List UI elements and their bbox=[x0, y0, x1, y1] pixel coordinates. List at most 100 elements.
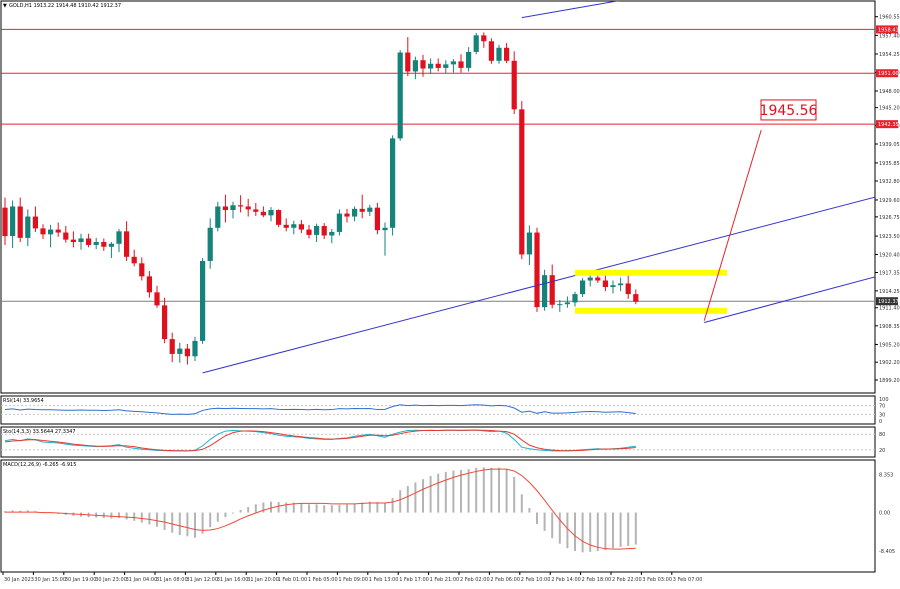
candle-body[interactable] bbox=[549, 275, 555, 305]
candle-body[interactable] bbox=[314, 226, 320, 235]
candle-body[interactable] bbox=[207, 227, 213, 261]
time-tick-label: 31 Jan 20:00 bbox=[247, 577, 279, 583]
candle-body[interactable] bbox=[329, 231, 335, 236]
candle-body[interactable] bbox=[534, 232, 540, 308]
stoch-signal-line[interactable] bbox=[4, 429, 636, 452]
candle-body[interactable] bbox=[450, 61, 456, 65]
candle-body[interactable] bbox=[306, 229, 312, 235]
candle-body[interactable] bbox=[268, 210, 274, 216]
stoch-tick-label: 80 bbox=[879, 432, 885, 438]
candle-body[interactable] bbox=[519, 109, 525, 255]
rsi-line[interactable] bbox=[4, 404, 636, 415]
candle-body[interactable] bbox=[154, 292, 160, 306]
candle-body[interactable] bbox=[473, 35, 479, 52]
candle-body[interactable] bbox=[367, 207, 373, 212]
candle-body[interactable] bbox=[63, 232, 69, 240]
candle-body[interactable] bbox=[397, 52, 403, 139]
candle-body[interactable] bbox=[222, 206, 228, 211]
candle-body[interactable] bbox=[101, 242, 107, 247]
candle-body[interactable] bbox=[283, 224, 289, 228]
candle-body[interactable] bbox=[200, 260, 206, 341]
channel-upper-line[interactable] bbox=[521, 0, 900, 19]
candle-body[interactable] bbox=[177, 348, 183, 354]
candle-body[interactable] bbox=[40, 228, 46, 235]
candle-body[interactable] bbox=[25, 216, 31, 238]
macd-signal-line[interactable] bbox=[5, 468, 636, 550]
candle-body[interactable] bbox=[169, 339, 175, 354]
candle-body[interactable] bbox=[352, 208, 358, 217]
candle-body[interactable] bbox=[390, 138, 396, 228]
target-price-box[interactable] bbox=[760, 99, 817, 121]
candle-body[interactable] bbox=[595, 277, 601, 281]
candle-body[interactable] bbox=[580, 280, 586, 295]
candle-body[interactable] bbox=[93, 242, 99, 245]
candle-body[interactable] bbox=[276, 210, 282, 225]
price-tick-label: 1902.20 bbox=[879, 360, 900, 366]
candle-body[interactable] bbox=[435, 63, 441, 68]
candle-body[interactable] bbox=[131, 256, 137, 264]
candle-body[interactable] bbox=[86, 238, 92, 245]
candle-body[interactable] bbox=[488, 41, 494, 61]
candle-body[interactable] bbox=[184, 348, 190, 357]
candle-body[interactable] bbox=[481, 35, 487, 42]
candle-body[interactable] bbox=[10, 206, 16, 237]
candle-body[interactable] bbox=[48, 229, 54, 235]
candle-body[interactable] bbox=[420, 60, 426, 69]
candle-body[interactable] bbox=[405, 52, 411, 72]
candle-body[interactable] bbox=[108, 243, 114, 247]
candle-body[interactable] bbox=[382, 227, 388, 231]
candle-body[interactable] bbox=[466, 51, 472, 68]
candle-body[interactable] bbox=[458, 61, 464, 68]
rsi-tick-label: 30 bbox=[879, 412, 885, 418]
candle-body[interactable] bbox=[496, 47, 502, 61]
candle-body[interactable] bbox=[321, 226, 327, 236]
candle-body[interactable] bbox=[633, 294, 639, 302]
candle-body[interactable] bbox=[526, 232, 532, 255]
candle-body[interactable] bbox=[443, 64, 449, 68]
candle-body[interactable] bbox=[139, 263, 145, 277]
candle-body[interactable] bbox=[504, 47, 510, 61]
channel-bottom-line[interactable] bbox=[704, 233, 900, 324]
candle-body[interactable] bbox=[146, 276, 152, 293]
candle-body[interactable] bbox=[78, 238, 84, 243]
candle-body[interactable] bbox=[428, 63, 434, 69]
candle-body[interactable] bbox=[557, 304, 563, 306]
candle-body[interactable] bbox=[298, 224, 304, 230]
candle-body[interactable] bbox=[55, 229, 61, 233]
projection-arrow-line[interactable] bbox=[703, 129, 762, 321]
candle-body[interactable] bbox=[587, 277, 593, 281]
candle-body[interactable] bbox=[238, 205, 244, 207]
candle-body[interactable] bbox=[230, 205, 236, 211]
candle-body[interactable] bbox=[625, 283, 631, 295]
candle-body[interactable] bbox=[245, 206, 251, 210]
candle-body[interactable] bbox=[359, 208, 365, 212]
candle-body[interactable] bbox=[116, 231, 122, 244]
candle-body[interactable] bbox=[215, 206, 221, 228]
candle-body[interactable] bbox=[253, 209, 259, 212]
candle-body[interactable] bbox=[192, 340, 198, 357]
candle-body[interactable] bbox=[412, 60, 418, 72]
price-tick-label: 1954.25 bbox=[879, 52, 900, 58]
candle-body[interactable] bbox=[2, 207, 8, 237]
candle-body[interactable] bbox=[124, 231, 130, 257]
candle-body[interactable] bbox=[32, 216, 38, 229]
candle-body[interactable] bbox=[70, 239, 76, 243]
candle-body[interactable] bbox=[610, 285, 616, 288]
channel-lower-line[interactable] bbox=[202, 154, 900, 374]
candle-body[interactable] bbox=[162, 305, 168, 340]
candle-body[interactable] bbox=[336, 213, 342, 232]
candle-body[interactable] bbox=[260, 211, 266, 216]
candle-body[interactable] bbox=[602, 280, 608, 288]
time-tick-label: 31 Jan 16:00 bbox=[217, 577, 249, 583]
candle-body[interactable] bbox=[542, 275, 548, 308]
candle-body[interactable] bbox=[572, 294, 578, 303]
candle-body[interactable] bbox=[17, 206, 23, 238]
candle-body[interactable] bbox=[291, 224, 297, 228]
candle-body[interactable] bbox=[511, 60, 517, 110]
candle-body[interactable] bbox=[374, 207, 380, 231]
candle-body[interactable] bbox=[618, 283, 624, 286]
candle-body[interactable] bbox=[344, 213, 350, 217]
candle-body[interactable] bbox=[564, 302, 570, 305]
